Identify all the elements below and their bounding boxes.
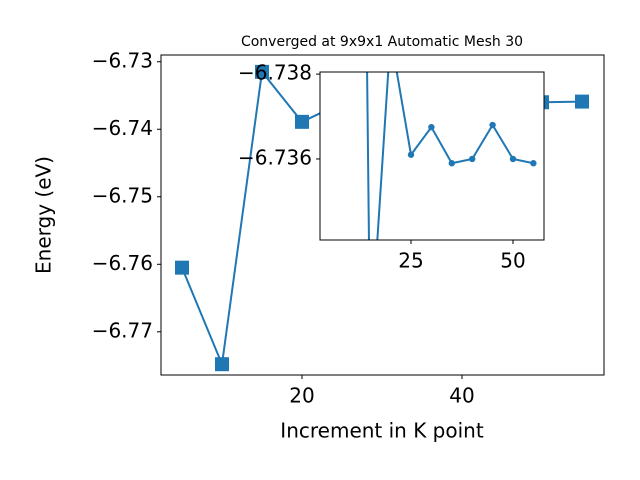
axes-frame (160, 54, 605, 376)
x-tick-label: 20 (289, 384, 314, 408)
marker (407, 151, 415, 158)
marker (367, 347, 373, 353)
marker (428, 123, 435, 131)
chart-title: Converged at 9x9x1 Automatic Mesh 30 (241, 34, 523, 50)
x-axis-label: Increment in K point (280, 419, 484, 443)
marker (509, 155, 517, 163)
marker (468, 155, 476, 163)
marker (175, 260, 189, 275)
x-tick-label: 25 (398, 249, 423, 273)
marker (575, 94, 589, 109)
axes: 20 40 −6.73 −6.74 −6.75 −6.76 −6.77 (92, 48, 605, 408)
y-tick-label: −6.73 (92, 48, 153, 72)
marker (530, 160, 537, 167)
inset-axes: 25 50 −6.738 −6.736 (238, 61, 545, 273)
y-tick-label: −6.736 (238, 145, 312, 169)
y-tick-label: −6.75 (92, 183, 153, 207)
marker (489, 121, 496, 129)
axes-frame (319, 71, 545, 241)
x-tick-label: 50 (500, 249, 525, 273)
marker (255, 64, 269, 79)
inset-plot (366, 72, 537, 353)
y-tick-label: −6.738 (238, 61, 312, 85)
inset-background (320, 72, 544, 240)
x-tick-label: 40 (449, 384, 474, 408)
y-tick-label: −6.74 (92, 116, 153, 140)
marker (448, 160, 455, 167)
y-tick-label: −6.77 (92, 318, 153, 342)
marker (295, 114, 309, 129)
y-axis-label: Energy (eV) (32, 156, 56, 274)
marker (215, 357, 229, 372)
y-tick-label: −6.76 (92, 251, 153, 275)
